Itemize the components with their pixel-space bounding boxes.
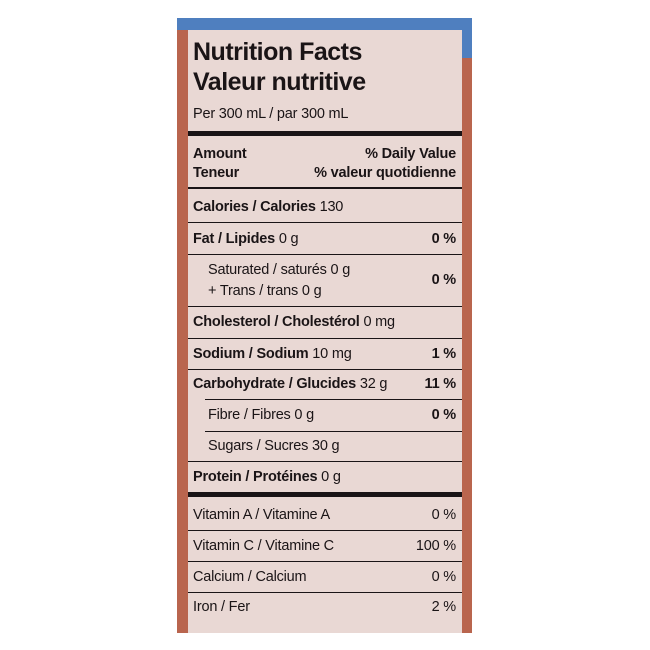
- daily-value: 11 %: [424, 375, 457, 393]
- sub-nutrient-text: + Trans / trans 0 g: [208, 283, 322, 299]
- nutrient-name: Calories / Calories: [193, 199, 316, 215]
- nutrient-amount: 10 mg: [312, 346, 352, 362]
- vitamin: Calcium / Calcium: [193, 568, 307, 586]
- rule: [188, 306, 462, 307]
- rule: [188, 592, 462, 593]
- sub-nutrient: Sugars / Sucres 30 g: [208, 437, 340, 455]
- nutrient-text: Calcium / Calcium: [193, 569, 307, 585]
- daily-value: 2 %: [431, 598, 457, 616]
- vitamin: Vitamin C / Vitamine C: [193, 537, 334, 555]
- nutrient-name: Protein / Protéines: [193, 469, 318, 485]
- sub-nutrient-text: Saturated / saturés 0 g: [208, 262, 351, 278]
- daily-value-text: 0 %: [431, 407, 457, 423]
- daily-value-text: 11 %: [424, 376, 457, 392]
- sub-nutrient: Fibre / Fibres 0 g: [208, 406, 314, 424]
- rule: [188, 369, 462, 370]
- vitamin: Vitamin A / Vitamine A: [193, 506, 330, 524]
- rule: [205, 399, 462, 400]
- daily-value: 0 %: [431, 271, 457, 289]
- title: Valeur nutritive: [193, 68, 366, 96]
- nutrient-text: Iron / Fer: [193, 599, 250, 615]
- rule: [188, 187, 462, 189]
- nutrient: Fat / Lipides 0 g: [193, 230, 299, 248]
- rule: [205, 431, 462, 432]
- vitamin: Iron / Fer: [193, 598, 250, 616]
- daily-value-text: 0 %: [431, 272, 457, 288]
- rule: [188, 530, 462, 531]
- daily-value: 0 %: [431, 406, 457, 424]
- column-header: Amount: [193, 146, 247, 162]
- column-header: % Daily Value: [365, 146, 456, 162]
- nutrient-text: Vitamin A / Vitamine A: [193, 507, 330, 523]
- daily-value-text: 1 %: [431, 346, 457, 362]
- title: Nutrition Facts: [193, 38, 362, 66]
- nutrient-text: Vitamin C / Vitamine C: [193, 538, 334, 554]
- nutrient: Calories / Calories 130: [193, 198, 343, 216]
- daily-value-text: 0 %: [431, 569, 457, 585]
- nutrient-text: Fibre / Fibres 0 g: [208, 407, 314, 423]
- nutrient-amount: 0 g: [321, 469, 341, 485]
- nutrient-text: Sugars / Sucres 30 g: [208, 438, 340, 454]
- daily-value: 100 %: [416, 537, 456, 555]
- rule: [188, 338, 462, 339]
- daily-value: 0 %: [431, 568, 457, 586]
- package-stripe: [462, 18, 472, 58]
- sub-nutrient: Saturated / saturés 0 g: [208, 261, 350, 279]
- package-stripe: [177, 18, 472, 30]
- rule: [188, 254, 462, 255]
- nutrient: Carbohydrate / Glucides 32 g: [193, 375, 387, 393]
- rule: [188, 492, 462, 497]
- serving: Per 300 mL / par 300 mL: [193, 106, 349, 122]
- daily-value-text: 2 %: [431, 599, 457, 615]
- rule: [188, 222, 462, 223]
- nutrient-amount: 0 g: [278, 231, 299, 247]
- nutrient: Protein / Protéines 0 g: [193, 468, 341, 486]
- nutrient-amount: 0 mg: [363, 314, 395, 330]
- rule: [188, 561, 462, 562]
- nutrient-name: Cholesterol / Cholestérol: [193, 314, 360, 330]
- daily-value-text: 0 %: [431, 231, 457, 247]
- daily-value: 0 %: [431, 506, 457, 524]
- rule: [188, 131, 462, 136]
- column-header: % valeur quotidienne: [314, 165, 456, 181]
- daily-value: 0 %: [431, 230, 457, 248]
- daily-value-text: 0 %: [431, 507, 457, 523]
- nutrient: Sodium / Sodium 10 mg: [193, 345, 352, 363]
- nutrient-name: Carbohydrate / Glucides: [193, 376, 356, 392]
- sub-nutrient: + Trans / trans 0 g: [208, 282, 322, 300]
- nutrient-name: Sodium / Sodium: [193, 346, 309, 362]
- nutrient-name: Fat / Lipides: [193, 231, 275, 247]
- nutrient-amount: 130: [319, 199, 344, 215]
- daily-value-text: 100 %: [415, 538, 456, 554]
- column-header: Teneur: [193, 165, 240, 181]
- daily-value: 1 %: [431, 345, 457, 363]
- rule: [188, 461, 462, 462]
- nutrient: Cholesterol / Cholestérol 0 mg: [193, 313, 395, 331]
- nutrient-amount: 32 g: [359, 376, 388, 392]
- nutrition-label: Nutrition Facts Valeur nutritive Per 300…: [188, 30, 462, 633]
